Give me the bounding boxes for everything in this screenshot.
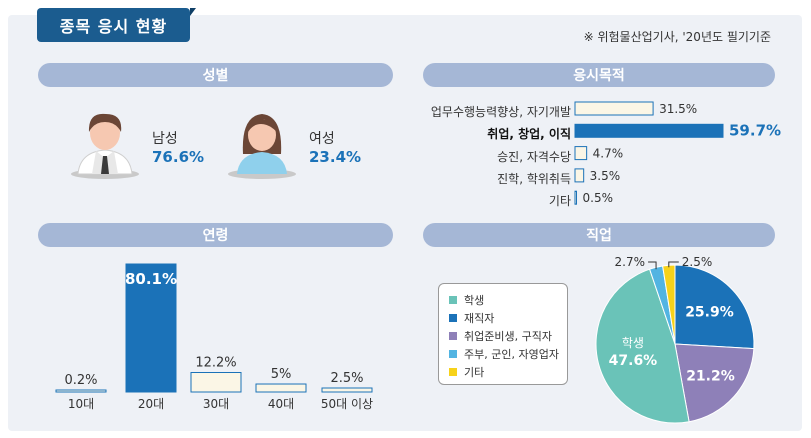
legend-label: 기타 <box>464 366 485 379</box>
age-category-label: 30대 <box>203 397 229 411</box>
legend-item: 취업준비생, 구직자 <box>449 328 552 344</box>
pie-value-label: 21.2% <box>686 368 735 384</box>
job-legend: 학생 재직자 취업준비생, 구직자 주부, 군인, 자영업자 기타 <box>438 283 568 385</box>
pie-value-label: 25.9% <box>685 304 734 320</box>
age-value-label: 80.1% <box>125 270 177 288</box>
male-label: 남성 <box>152 131 178 147</box>
pie-value-label: 47.6% <box>609 353 658 369</box>
leader-line <box>668 261 679 268</box>
purpose-label: 진학, 학위취득 <box>497 172 571 186</box>
pie-slice <box>674 343 755 423</box>
source-note: ※ 위험물산업기사, '20년도 필기기준 <box>583 30 771 44</box>
legend-swatch <box>449 314 457 322</box>
age-bar <box>321 387 373 393</box>
man-avatar-icon <box>71 113 139 179</box>
legend-swatch <box>449 350 457 358</box>
purpose-value: 31.5% <box>659 102 697 116</box>
age-value-label: 12.2% <box>195 356 236 371</box>
purpose-bar <box>574 190 577 205</box>
pie-value-label: 2.7% <box>615 255 646 269</box>
page-title: 종목 응시 현황 <box>37 8 196 42</box>
job-pie-chart: 학생 47.6% 25.9% 21.2% 2.7% 2.5% <box>595 255 755 424</box>
age-heading: 연령 <box>38 223 393 247</box>
age-category-label: 10대 <box>68 397 94 411</box>
legend-label: 취업준비생, 구직자 <box>464 330 552 343</box>
purpose-value: 59.7% <box>729 121 781 139</box>
legend-label: 주부, 군인, 자영업자 <box>464 348 559 361</box>
leader-line <box>648 261 657 270</box>
age-bar-chart: 0.2% 10대 80.1% 20대 12.2% 30대 5% 40대 2.5% 50대 이상 <box>55 263 373 411</box>
purpose-bar <box>574 101 654 116</box>
purpose-label: 업무수행능력향상, 자기개발 <box>430 105 571 119</box>
pie-slice <box>595 268 690 424</box>
legend-item: 주부, 군인, 자영업자 <box>449 346 559 362</box>
female-label: 여성 <box>309 131 335 147</box>
purpose-bar <box>574 146 588 161</box>
age-bar <box>190 372 242 393</box>
purpose-label: 기타 <box>548 194 571 208</box>
legend-item: 기타 <box>449 364 484 380</box>
age-value-label: 0.2% <box>64 373 97 388</box>
legend-swatch <box>449 368 457 376</box>
female-value: 23.4% <box>309 148 362 166</box>
purpose-bar-chart: 31.5% 59.7% 4.7% 3.5% 0.5% <box>574 101 781 205</box>
job-heading: 직업 <box>423 223 775 247</box>
age-category-label: 20대 <box>138 397 164 411</box>
legend-item: 학생 <box>449 292 484 308</box>
pie-value-label: 2.5% <box>682 255 713 269</box>
legend-item: 재직자 <box>449 310 494 326</box>
purpose-bar <box>574 123 724 138</box>
age-bar <box>55 389 107 393</box>
age-bar <box>255 383 307 393</box>
purpose-bar <box>574 168 585 183</box>
purpose-value: 0.5% <box>583 191 614 205</box>
age-bar <box>125 263 177 393</box>
purpose-label: 취업, 창업, 이직 <box>487 127 571 141</box>
pie-slice <box>674 264 755 350</box>
male-value: 76.6% <box>152 148 205 166</box>
legend-label: 재직자 <box>464 312 495 325</box>
woman-avatar-icon <box>228 114 296 179</box>
purpose-heading: 응시목적 <box>423 63 775 87</box>
legend-swatch <box>449 332 457 340</box>
purpose-label: 승진, 자격수당 <box>497 150 571 164</box>
age-value-label: 5% <box>271 367 292 382</box>
legend-swatch <box>449 296 457 304</box>
gender-heading: 성별 <box>38 63 393 87</box>
pie-category-label: 학생 <box>622 336 644 350</box>
legend-label: 학생 <box>464 294 485 307</box>
age-value-label: 2.5% <box>330 371 363 386</box>
age-category-label: 40대 <box>268 397 294 411</box>
age-category-label: 50대 이상 <box>321 397 373 411</box>
purpose-value: 3.5% <box>590 169 621 183</box>
purpose-value: 4.7% <box>593 147 624 161</box>
